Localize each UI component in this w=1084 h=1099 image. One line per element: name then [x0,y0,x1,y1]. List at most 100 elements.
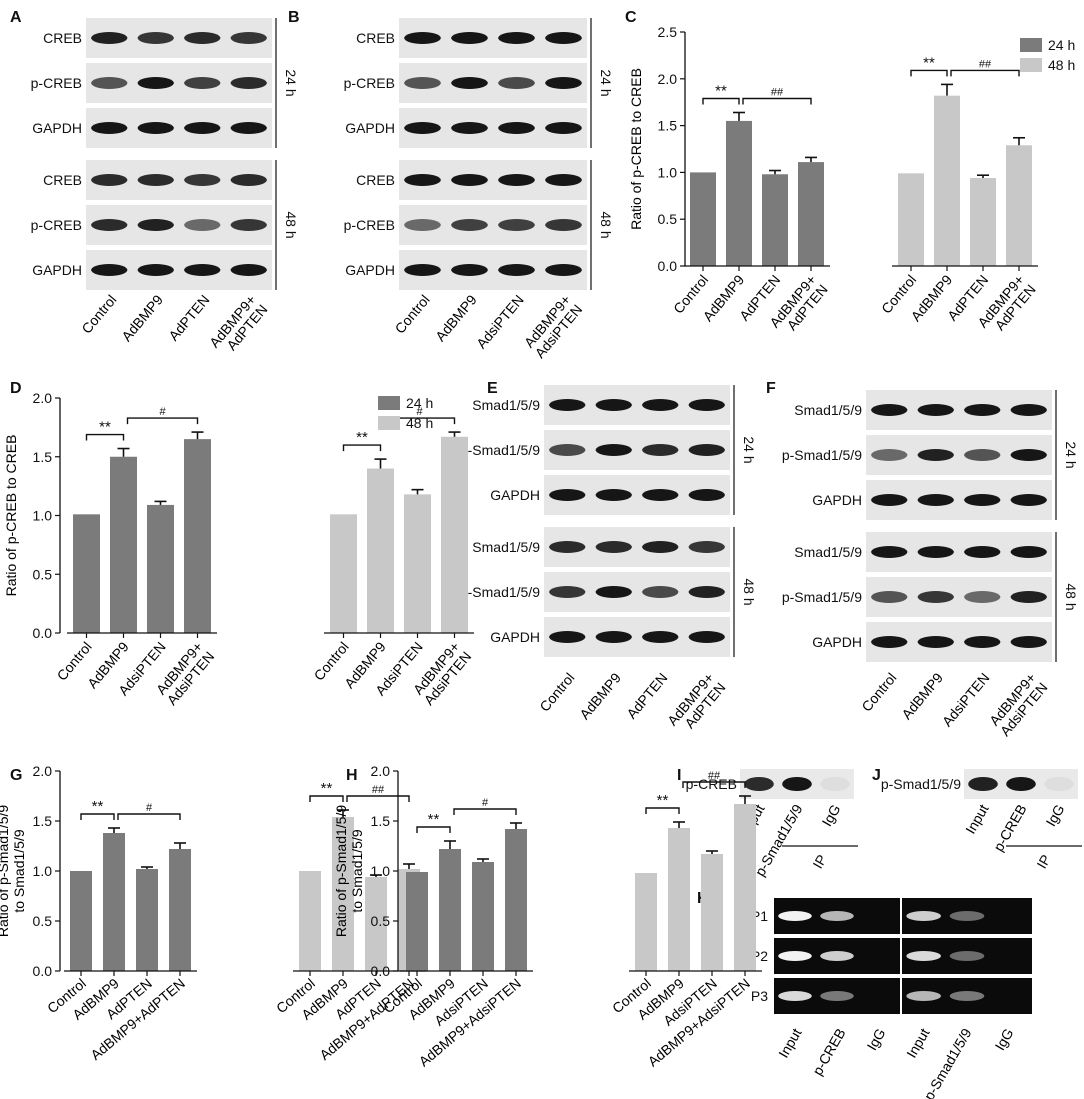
blot-band [545,77,582,89]
time-label: 48 h [283,211,299,238]
bar [690,172,716,266]
significance-bracket [910,69,948,77]
significance-label: ** [428,811,440,828]
blot-band [688,444,725,456]
lane-label: AdBMP9 [898,669,946,722]
blot-band [91,32,128,44]
lane-label: AdPTEN [623,670,670,722]
gel-band [778,911,812,921]
lane-label: Control [78,292,119,337]
ip-group-label: IP [809,852,829,871]
blot-row-label: CREB [43,30,82,46]
y-tick-label: 1.0 [33,508,53,524]
lane-label: AdBMP9 [432,291,480,344]
blot-band [91,264,128,276]
bar [70,871,92,971]
blot-row-label: GAPDH [490,487,540,503]
significance-bracket [117,813,181,820]
blot-row-label: Smad1/5/9 [794,544,862,560]
blot-band [917,636,954,648]
bar [934,95,960,266]
gel-lane-label: IgG [991,1026,1016,1054]
blot-band [642,541,679,553]
time-label: 48 h [741,578,757,605]
blot-row-label: GAPDH [812,634,862,650]
ip-band [820,777,850,791]
blot-band [91,219,128,231]
legend-label: 48 h [1048,57,1075,73]
blot-band [230,174,267,186]
significance-bracket [453,808,517,815]
bar [798,162,824,266]
lane-label: AdPTEN [165,292,212,344]
bar [367,468,394,633]
significance-label: ** [715,82,727,99]
bar [147,504,174,633]
blot-band [451,32,488,44]
blot-band [871,546,908,558]
significance-bracket [416,826,451,833]
significance-label: ## [372,784,385,796]
y-tick-label: 0.5 [33,913,53,929]
blot-row-label: CREB [356,172,395,188]
significance-bracket [742,97,812,105]
blot-band [595,399,632,411]
blot-band [137,219,174,231]
y-tick-label: 2.0 [33,390,53,406]
bar [898,173,924,266]
y-axis-label: Ratio of p-Smad1/5/9to Smad1/5/9 [333,805,365,938]
panel-letter: A [10,9,22,26]
blot-row-label: Smad1/5/9 [472,539,540,555]
panel-letter: C [625,9,637,26]
significance-label: # [159,406,166,418]
blot-band [595,541,632,553]
blot-band [871,636,908,648]
blot-band [688,631,725,643]
bar [701,854,723,971]
gel-band [949,911,985,921]
bar [103,833,125,971]
y-tick-label: 0.5 [371,913,391,929]
blot-band [545,122,582,134]
significance-bracket [950,69,1020,77]
y-tick-label: 0.0 [658,258,678,274]
blot-band [230,264,267,276]
blot-band [642,489,679,501]
blot-row-label: p-CREB [31,75,82,91]
legend-label: 48 h [406,415,433,431]
bar [726,120,752,266]
blot-band [451,77,488,89]
significance-label: ** [356,429,368,446]
blot-band [1010,404,1047,416]
legend-label: 24 h [406,395,433,411]
time-label: 24 h [283,69,299,96]
y-tick-label: 0.0 [371,963,391,979]
blot-band [549,489,586,501]
lane-label: Control [392,292,433,337]
blot-band [549,444,586,456]
bar [110,456,137,633]
blot-band [688,399,725,411]
blot-band [498,32,535,44]
blot-band [184,174,221,186]
blot-band [498,219,535,231]
bar [73,514,100,633]
blot-band [498,174,535,186]
lane-label: AdsiPTEN [473,292,527,352]
blot-band [545,32,582,44]
blot-row-label: p-Smad1/5/9 [460,442,540,458]
legend-label: 24 h [1048,37,1075,53]
gel-band [949,991,985,1001]
panel-letter: J [872,767,881,784]
blot-band [230,122,267,134]
blot-row-label: Smad1/5/9 [794,402,862,418]
blot-band [137,174,174,186]
ip-lane-label: Input [962,801,991,836]
blot-band [451,174,488,186]
blot-row-label: GAPDH [812,492,862,508]
lane-label: AdsiPTEN [939,670,993,730]
bar [970,178,996,266]
panel-letter: H [346,767,358,784]
blot-band [230,219,267,231]
y-tick-label: 2.0 [33,763,53,779]
